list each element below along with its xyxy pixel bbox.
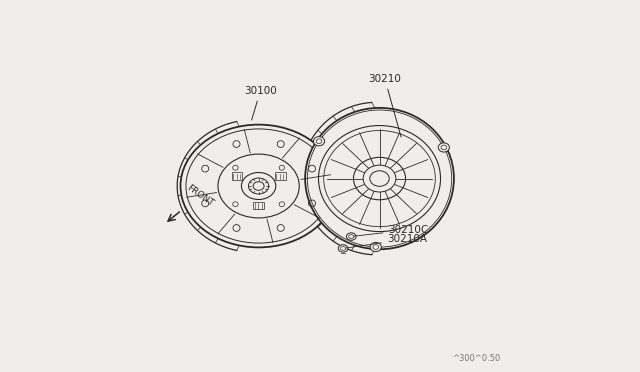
Text: 30210: 30210 (369, 74, 401, 137)
Text: 30210C: 30210C (354, 225, 429, 236)
Ellipse shape (363, 165, 396, 192)
Text: ^300^0.50: ^300^0.50 (452, 354, 500, 363)
Text: 30100: 30100 (244, 86, 277, 120)
Ellipse shape (438, 143, 449, 152)
Ellipse shape (346, 233, 356, 240)
Text: FRONT: FRONT (184, 183, 215, 208)
Ellipse shape (305, 108, 454, 249)
Ellipse shape (253, 182, 264, 190)
Ellipse shape (338, 245, 348, 252)
Ellipse shape (370, 243, 381, 251)
Ellipse shape (180, 125, 337, 247)
Ellipse shape (314, 137, 324, 146)
Text: 30210A: 30210A (346, 234, 427, 248)
